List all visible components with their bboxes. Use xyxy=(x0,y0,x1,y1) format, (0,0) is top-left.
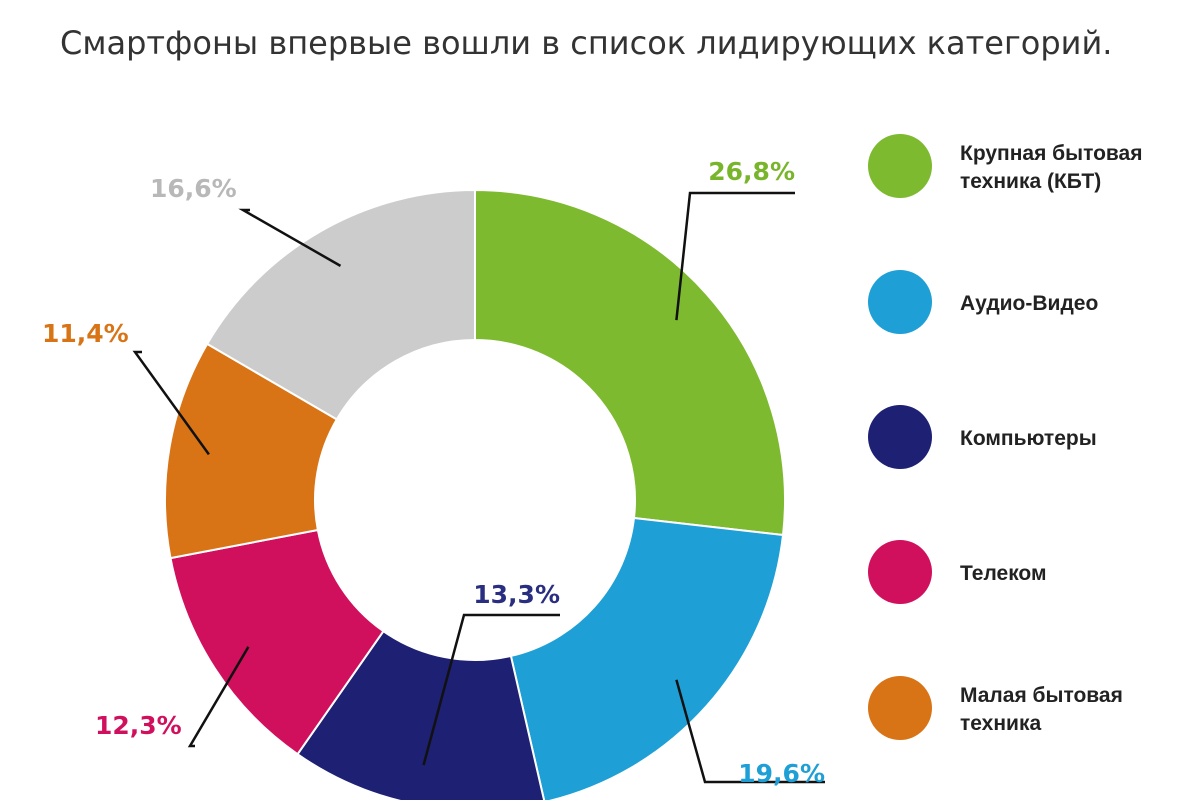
percent-label-5: 11,4% xyxy=(42,319,129,348)
legend-label-5-2: техника xyxy=(960,712,1041,735)
legend-label-2-1: Аудио-Видео xyxy=(960,292,1098,315)
leader-line-5 xyxy=(132,350,210,456)
leader-line-2 xyxy=(675,679,825,784)
slice-3 xyxy=(296,629,546,800)
chart-slices xyxy=(164,188,786,800)
legend-label-1-2: техника (КБТ) xyxy=(960,170,1101,193)
percent-label-2: 19,6% xyxy=(738,759,825,788)
legend-label-1-1: Крупная бытовая xyxy=(960,142,1143,165)
leader-lines xyxy=(132,191,825,784)
chart-title: Смартфоны впервые вошли в список лидирую… xyxy=(60,24,1113,62)
legend-item-4: Телеком xyxy=(868,540,1047,604)
legend-label-5-1: Малая бытовая xyxy=(960,684,1123,707)
percent-label-4: 12,3% xyxy=(95,711,182,740)
slice-6 xyxy=(205,188,476,421)
slice-2 xyxy=(509,516,785,800)
slice-5 xyxy=(164,342,339,560)
slice-4 xyxy=(169,528,385,756)
legend-swatch-2 xyxy=(868,270,932,334)
leader-line-4 xyxy=(187,646,250,748)
legend-swatch-4 xyxy=(868,540,932,604)
legend-swatch-3 xyxy=(868,405,932,469)
legend-item-5: Малая бытовая техника xyxy=(868,676,1123,740)
percent-label-3: 13,3% xyxy=(473,580,560,609)
legend-swatch-1 xyxy=(868,134,932,198)
legend-label-3-1: Компьютеры xyxy=(960,427,1097,450)
legend: Крупная бытовая техника (КБТ) Аудио-Видео К… xyxy=(868,134,1143,740)
leader-line-1 xyxy=(675,191,795,321)
legend-item-3: Компьютеры xyxy=(868,405,1097,469)
legend-label-4-1: Телеком xyxy=(960,562,1047,585)
leader-line-3 xyxy=(422,613,560,766)
percent-labels: 26,8% 19,6% 13,3% 12,3% 11,4% 16,6% xyxy=(42,157,825,788)
legend-item-1: Крупная бытовая техника (КБТ) xyxy=(868,134,1143,198)
percent-label-1: 26,8% xyxy=(708,157,795,186)
percent-label-6: 16,6% xyxy=(150,174,237,203)
legend-swatch-5 xyxy=(868,676,932,740)
slice-1 xyxy=(474,188,786,537)
leader-line-6 xyxy=(238,208,342,267)
legend-item-2: Аудио-Видео xyxy=(868,270,1098,334)
